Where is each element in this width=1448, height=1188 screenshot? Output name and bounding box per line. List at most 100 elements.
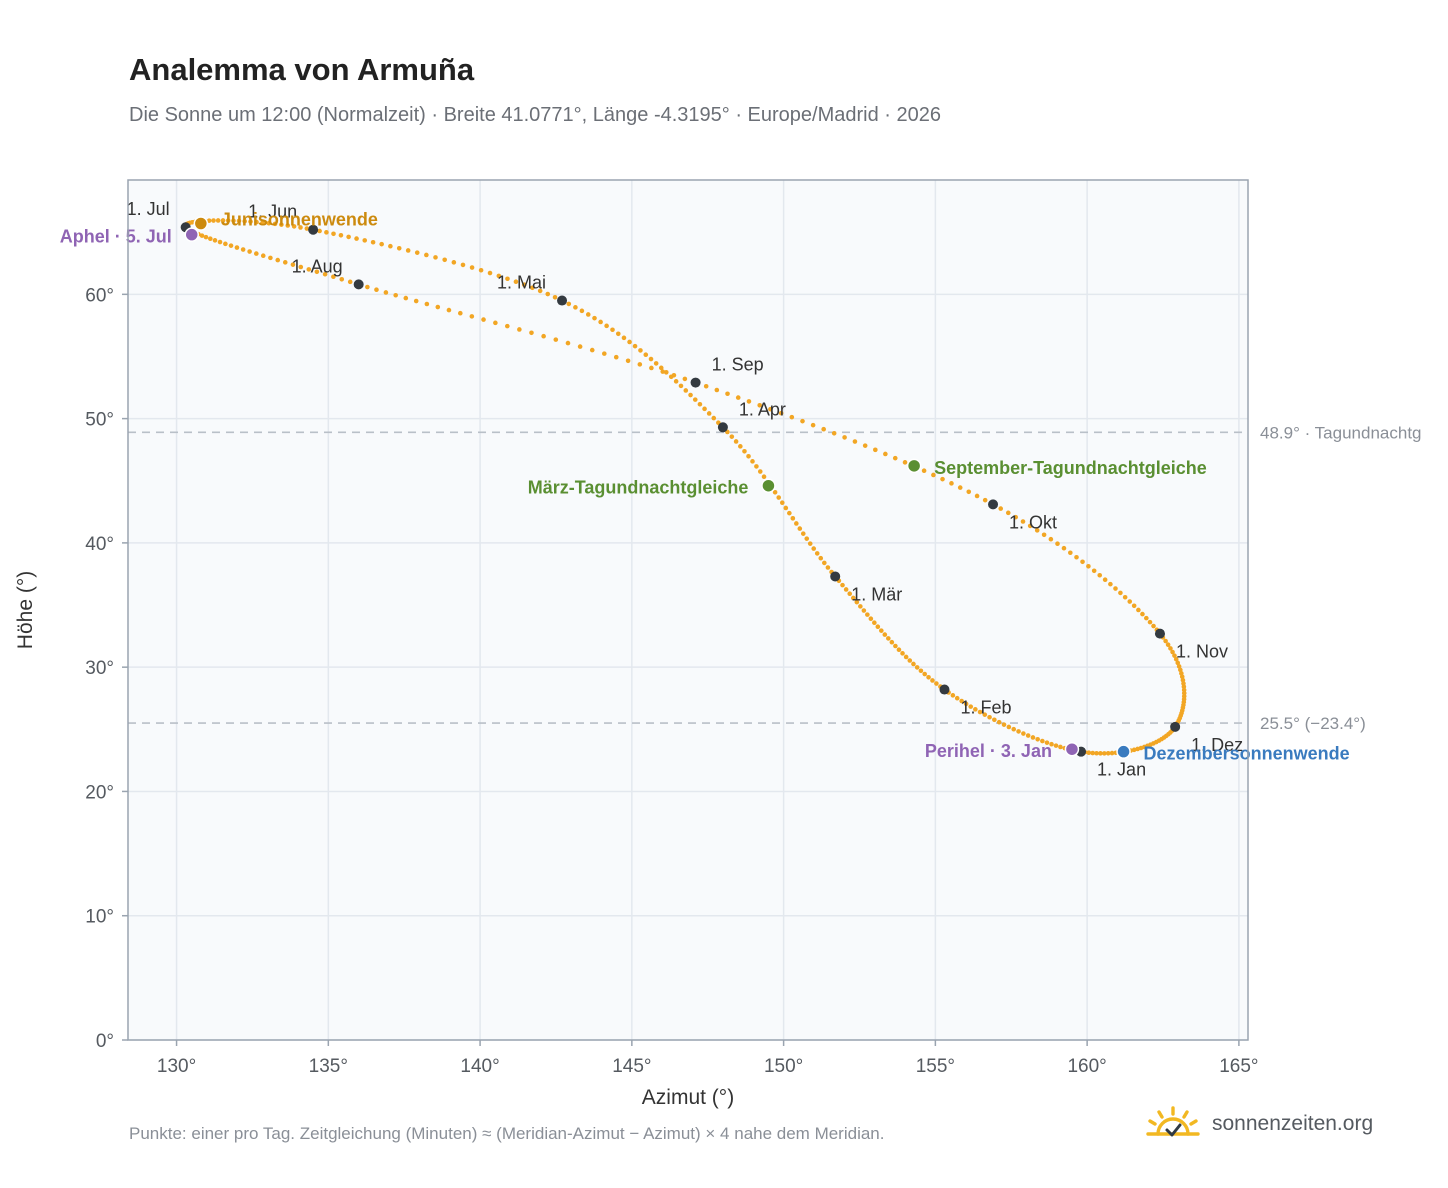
day-dot [977, 709, 983, 715]
day-dot [579, 308, 585, 314]
day-dot [346, 234, 351, 240]
month-label: 1. Dez [1191, 735, 1243, 755]
day-dot [1055, 541, 1060, 547]
day-dot [317, 228, 322, 234]
day-dot [688, 392, 693, 398]
day-dot [577, 344, 583, 349]
x-tick-label: 130° [157, 1056, 196, 1077]
day-dot [789, 414, 795, 420]
special-label-march: März-Tagundnachtgleiche [528, 478, 749, 498]
day-dot [1178, 667, 1183, 673]
x-axis-ticks: 130° 135° 140° 145° 150° 155° 160° 165° [157, 1040, 1259, 1077]
day-dot [298, 264, 304, 270]
day-dot [442, 257, 447, 263]
month-label: 1. Jun [248, 202, 297, 222]
day-dot [797, 526, 803, 531]
day-dot [996, 719, 1002, 725]
special-label-december: Dezembersonnenwende [1144, 744, 1350, 764]
day-dot [621, 335, 627, 341]
day-dot [585, 312, 591, 317]
day-dot [324, 230, 329, 235]
day-dot [818, 555, 824, 561]
day-dot [565, 340, 571, 346]
day-dot [272, 221, 278, 227]
day-dot [1168, 646, 1173, 651]
day-dot [682, 376, 688, 382]
day-dot [922, 671, 928, 677]
day-dot [653, 361, 659, 366]
month-label: 1. Aug [292, 256, 343, 276]
day-dot [1025, 733, 1031, 738]
day-dot [403, 295, 409, 301]
day-dot [861, 608, 867, 613]
special-label-september: September-Tagundnachtgleiche [934, 458, 1207, 478]
month-label: 1. Jul [127, 199, 170, 219]
day-dot [199, 233, 205, 238]
day-dot [872, 620, 877, 626]
day-dot [215, 218, 221, 223]
day-dot [794, 521, 799, 526]
day-dot [1035, 736, 1040, 742]
day-dot [892, 455, 898, 461]
day-dot [458, 310, 463, 316]
day-dot [248, 219, 253, 224]
day-dot [1173, 656, 1179, 662]
day-dot [852, 439, 858, 444]
plot-frame [127, 179, 1249, 1041]
day-dot [1005, 510, 1011, 516]
day-dot [790, 516, 796, 521]
day-dot [240, 247, 246, 252]
day-dot [530, 285, 535, 291]
day-dot [768, 406, 773, 412]
day-dot [513, 279, 519, 285]
day-dot [1131, 603, 1137, 609]
day-dot [1175, 660, 1181, 666]
day-dot [940, 476, 945, 482]
x-tick-label: 145° [612, 1056, 651, 1077]
day-dot [949, 481, 954, 486]
day-dot [1140, 611, 1145, 617]
y-tick-label: 30° [85, 658, 114, 679]
day-dot [1136, 607, 1141, 613]
day-dot [314, 269, 320, 275]
day-dot [1086, 563, 1091, 569]
day-dot [592, 315, 597, 321]
y-axis-label: Höhe (°) [14, 571, 37, 649]
day-dot [505, 276, 510, 282]
day-dot [1027, 523, 1033, 529]
day-dot [673, 379, 679, 384]
footnote: Punkte: einer pro Tag. Zeitgleichung (Mi… [129, 1124, 885, 1143]
special-label-aphelion: Aphel · 5. Jul [60, 227, 172, 247]
day-dot [291, 224, 297, 229]
day-dot [1044, 740, 1050, 745]
x-tick-label: 165° [1219, 1056, 1258, 1077]
month-marker [1154, 628, 1165, 639]
brand-logo[interactable]: sonnenzeiten.org [1146, 1102, 1373, 1146]
day-dot [900, 651, 905, 656]
day-dot [1016, 729, 1021, 734]
day-dot [858, 604, 863, 609]
day-dot [414, 250, 420, 255]
day-dot [223, 241, 228, 247]
day-dot [405, 248, 411, 253]
day-dot [982, 712, 988, 717]
day-dot [963, 701, 969, 707]
day-dot [711, 415, 717, 421]
day-dot [1108, 581, 1113, 587]
day-dot [873, 447, 878, 453]
chart-title: Analemma von Armuña [129, 52, 475, 87]
day-dot [365, 284, 370, 290]
day-dot [982, 497, 988, 503]
day-dot [1097, 572, 1103, 578]
day-dot [1098, 751, 1103, 756]
day-dot [254, 219, 259, 225]
day-dot [435, 304, 441, 310]
day-dot [469, 265, 475, 270]
month-marker [717, 422, 728, 433]
day-dot [850, 595, 856, 601]
x-tick-label: 140° [460, 1056, 499, 1077]
day-dot [1102, 577, 1108, 583]
day-dot [706, 411, 712, 416]
month-marker [988, 499, 999, 510]
